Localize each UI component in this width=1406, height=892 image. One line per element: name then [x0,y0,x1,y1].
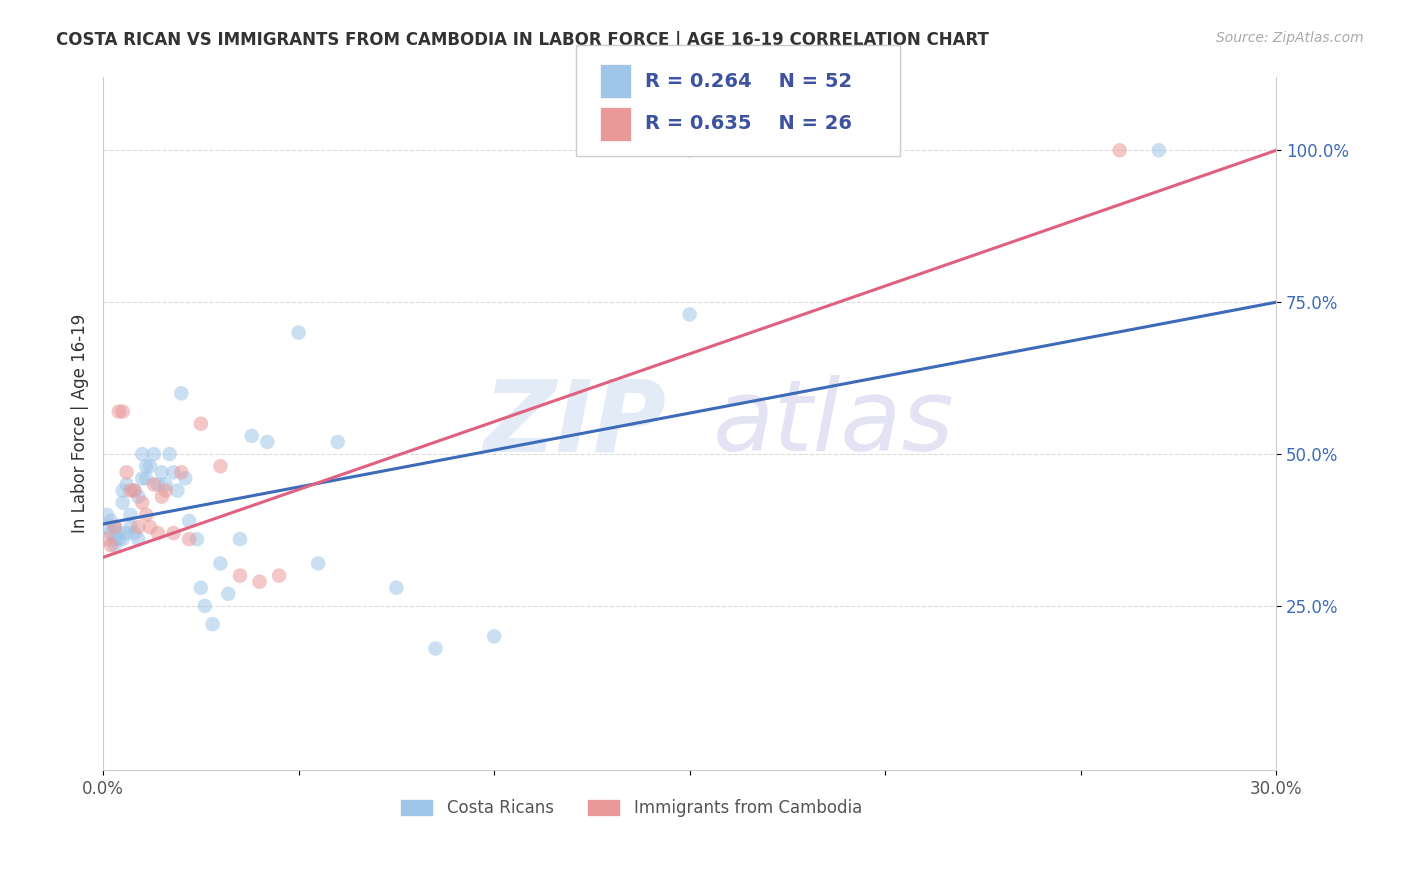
Point [425,641,447,656]
Point [143,447,166,461]
Point [209,557,232,571]
Point [111,496,134,510]
Point [190,417,212,431]
Point [678,307,700,321]
Point [155,477,177,491]
Point [146,526,169,541]
Point [240,429,263,443]
Text: ZIP: ZIP [484,376,666,472]
Legend: Costa Ricans, Immigrants from Cambodia: Costa Ricans, Immigrants from Cambodia [394,792,869,824]
Point [96,520,118,534]
Point [120,483,142,498]
Point [107,404,129,418]
Point [1147,144,1170,158]
Point [104,532,127,546]
Point [146,477,169,491]
Point [1108,144,1130,158]
Point [104,520,127,534]
Text: R = 0.635    N = 26: R = 0.635 N = 26 [645,114,852,134]
Point [127,490,149,504]
Point [111,404,134,418]
Point [115,477,138,491]
Point [120,508,142,522]
Point [201,617,224,632]
Point [100,538,122,552]
Point [307,557,329,571]
Point [104,538,127,552]
Point [179,532,201,546]
Point [194,599,217,613]
Point [287,326,309,340]
Point [124,483,146,498]
Point [256,434,278,449]
Point [96,508,118,522]
Point [131,471,153,485]
Point [124,483,146,498]
Point [229,532,252,546]
Point [124,526,146,541]
Text: COSTA RICAN VS IMMIGRANTS FROM CAMBODIA IN LABOR FORCE | AGE 16-19 CORRELATION C: COSTA RICAN VS IMMIGRANTS FROM CAMBODIA … [56,31,988,49]
Point [96,532,118,546]
Point [150,490,173,504]
Point [170,386,193,401]
Point [155,483,177,498]
Point [127,532,149,546]
Point [131,496,153,510]
Point [229,568,252,582]
Point [326,434,349,449]
Point [482,629,505,643]
Point [135,508,157,522]
Point [179,514,201,528]
Point [209,459,232,474]
Point [217,587,239,601]
Point [162,466,184,480]
Point [115,466,138,480]
Point [174,471,197,485]
Point [107,526,129,541]
Point [162,526,184,541]
Point [139,459,162,474]
Text: Source: ZipAtlas.com: Source: ZipAtlas.com [1216,31,1364,45]
Y-axis label: In Labor Force | Age 16-19: In Labor Force | Age 16-19 [72,314,89,533]
Point [115,526,138,541]
Point [170,466,193,480]
Point [385,581,408,595]
Point [267,568,290,582]
Point [100,526,122,541]
Text: R = 0.264    N = 52: R = 0.264 N = 52 [645,71,852,91]
Point [120,520,142,534]
Point [104,520,127,534]
Point [139,520,162,534]
Point [111,532,134,546]
Point [111,483,134,498]
Point [190,581,212,595]
Point [100,514,122,528]
Point [249,574,271,589]
Point [678,144,700,158]
Point [131,447,153,461]
Point [186,532,208,546]
Point [166,483,188,498]
Text: atlas: atlas [713,376,955,472]
Point [127,520,149,534]
Point [143,477,166,491]
Point [150,466,173,480]
Point [135,471,157,485]
Point [107,532,129,546]
Point [159,447,181,461]
Point [135,459,157,474]
